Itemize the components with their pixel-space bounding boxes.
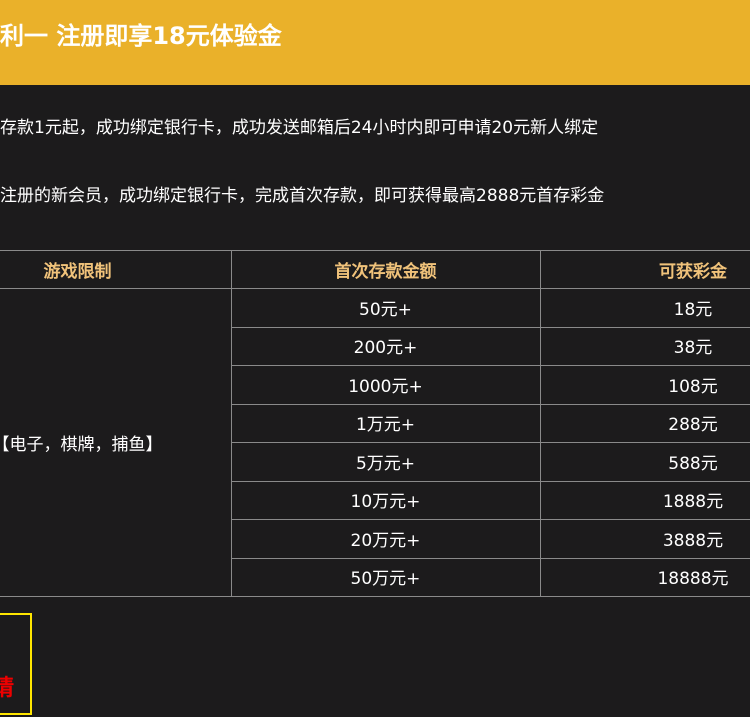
- table-border: [231, 557, 750, 559]
- deposit: 5万元+: [355, 453, 416, 474]
- deposit: 1000元+: [348, 376, 423, 397]
- table-header: 首次存款金额: [334, 261, 437, 282]
- table-border: [0, 596, 750, 597]
- bonus: 18元: [673, 299, 713, 320]
- bonus: 588元: [668, 453, 718, 474]
- deposit: 1万元+: [355, 415, 416, 436]
- highlight-box: [0, 613, 32, 715]
- table-border: [0, 250, 750, 251]
- bonus: 38元: [673, 338, 713, 359]
- table-header: 可获彩金: [659, 261, 727, 282]
- table-header: 游戏限制: [43, 261, 112, 282]
- paragraph: 存款1元起，成功绑定银行卡，成功发送邮箱后24小时内即可申请20元新人绑定: [0, 118, 599, 138]
- table-border: [231, 480, 750, 482]
- table-border: [231, 442, 750, 443]
- game-limit: 【电子，棋牌，捕鱼】: [0, 434, 163, 455]
- table-border: [231, 403, 750, 405]
- paragraph: 注册的新会员，成功绑定银行卡，完成首次存款，即可获得最高2888元首存彩金: [0, 186, 605, 206]
- bonus: 1888元: [662, 492, 724, 513]
- table-border: [231, 365, 750, 366]
- bonus: 108元: [668, 376, 718, 397]
- table-border: [0, 288, 750, 289]
- bonus: 3888元: [662, 530, 724, 551]
- deposit: 10万元+: [350, 492, 421, 513]
- deposit: 50万元+: [350, 569, 421, 590]
- deposit: 50元+: [359, 299, 412, 320]
- table-border: [540, 250, 541, 596]
- bonus: 18888元: [657, 569, 729, 590]
- footer-text: 请: [0, 676, 15, 701]
- deposit: 20万元+: [350, 530, 421, 551]
- title: 利一 注册即享18元体验金: [0, 22, 282, 50]
- table-border: [231, 250, 232, 596]
- table-border: [231, 519, 750, 520]
- bonus: 288元: [668, 415, 718, 436]
- table-border: [231, 326, 750, 328]
- deposit: 200元+: [353, 338, 418, 359]
- header-bar: 利一 注册即享18元体验金: [0, 0, 750, 85]
